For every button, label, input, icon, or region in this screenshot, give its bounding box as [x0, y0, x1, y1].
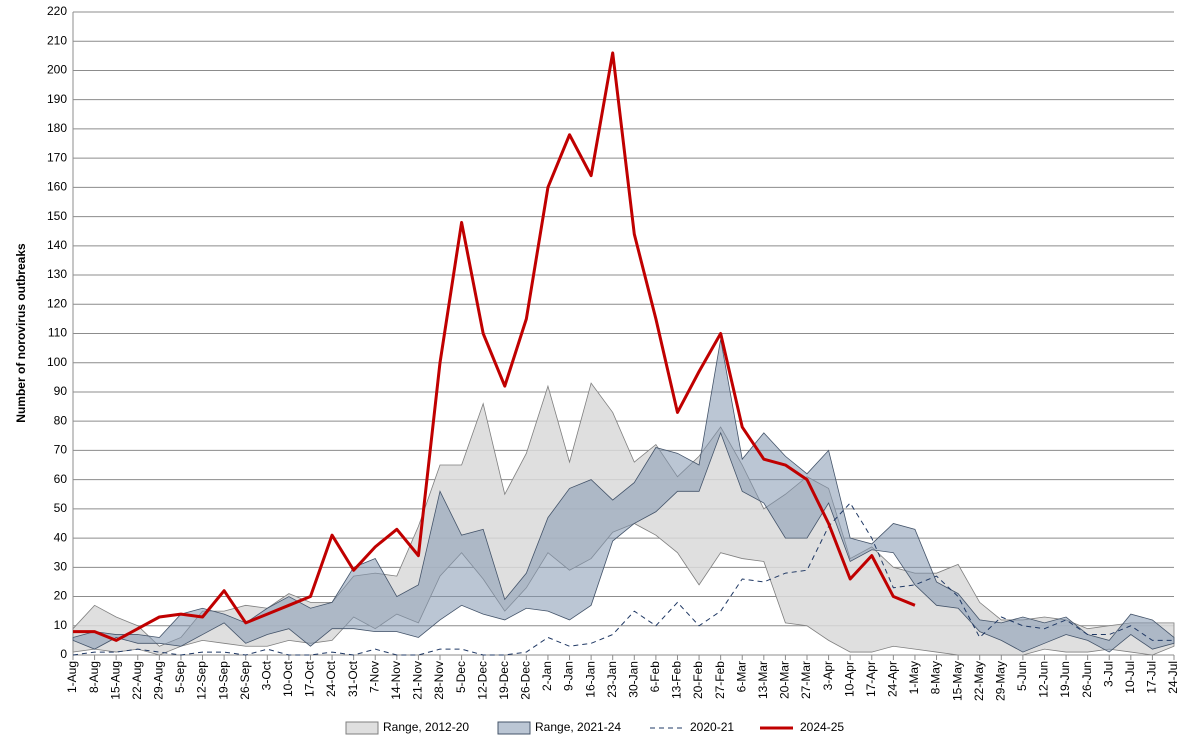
- y-tick-label: 170: [47, 150, 67, 164]
- y-tick-label: 120: [47, 296, 67, 310]
- y-tick-label: 110: [48, 326, 67, 340]
- x-tick-label: 3-Apr: [821, 661, 835, 690]
- y-tick-label: 60: [54, 472, 68, 486]
- x-tick-label: 22-Aug: [130, 661, 144, 700]
- x-tick-label: 21-Nov: [411, 661, 425, 700]
- legend-label: Range, 2012-20: [383, 720, 469, 734]
- x-tick-label: 8-Aug: [87, 661, 101, 693]
- x-tick-label: 26-Sep: [238, 661, 252, 700]
- y-tick-label: 30: [54, 559, 68, 573]
- legend-label: 2020-21: [690, 720, 734, 734]
- y-tick-label: 150: [47, 209, 67, 223]
- x-tick-label: 3-Oct: [259, 660, 273, 690]
- y-tick-label: 10: [54, 618, 68, 632]
- x-tick-label: 23-Jan: [605, 661, 619, 698]
- x-tick-label: 6-Mar: [734, 661, 748, 692]
- x-tick-label: 19-Sep: [216, 661, 230, 700]
- x-tick-label: 10-Jul: [1123, 661, 1137, 694]
- x-tick-label: 26-Dec: [519, 661, 533, 700]
- y-tick-label: 0: [60, 647, 67, 661]
- series-line: [72, 502, 1174, 656]
- y-tick-label: 190: [47, 92, 67, 106]
- x-tick-label: 19-Jun: [1058, 661, 1072, 698]
- x-tick-label: 17-Jul: [1145, 661, 1159, 694]
- x-tick-label: 5-Sep: [173, 661, 187, 693]
- x-tick-label: 8-May: [929, 661, 943, 694]
- x-tick-label: 27-Feb: [713, 661, 727, 699]
- y-tick-label: 50: [54, 501, 68, 515]
- y-tick-label: 70: [54, 443, 68, 457]
- x-tick-label: 10-Oct: [281, 660, 295, 697]
- x-tick-label: 31-Oct: [346, 660, 360, 697]
- y-tick-label: 160: [47, 180, 67, 194]
- series-line: [73, 51, 916, 642]
- x-tick-label: 13-Mar: [756, 661, 770, 699]
- y-tick-label: 220: [47, 4, 67, 18]
- y-tick-label: 140: [47, 238, 67, 252]
- x-tick-label: 28-Nov: [432, 661, 446, 700]
- x-tick-label: 27-Mar: [799, 661, 813, 699]
- x-tick-label: 30-Jan: [626, 661, 640, 698]
- y-tick-label: 40: [54, 530, 68, 544]
- x-tick-label: 24-Apr: [886, 661, 900, 697]
- legend-label: 2024-25: [800, 720, 844, 734]
- x-tick-label: 17-Oct: [303, 660, 317, 697]
- x-tick-label: 13-Feb: [670, 661, 684, 699]
- range-area: [72, 339, 1175, 653]
- x-tick-label: 29-Aug: [152, 661, 166, 700]
- x-tick-label: 12-Sep: [195, 661, 209, 700]
- y-tick-label: 80: [54, 413, 68, 427]
- x-tick-label: 7-Nov: [367, 661, 381, 693]
- x-tick-label: 24-Oct: [324, 660, 338, 697]
- x-tick-label: 20-Mar: [778, 661, 792, 699]
- x-tick-label: 1-Aug: [65, 661, 79, 693]
- x-tick-label: 12-Jun: [1037, 661, 1051, 698]
- y-tick-label: 210: [47, 33, 67, 47]
- x-tick-label: 3-Jul: [1101, 661, 1115, 687]
- y-tick-label: 180: [47, 121, 67, 135]
- x-tick-label: 19-Dec: [497, 661, 511, 700]
- x-tick-label: 14-Nov: [389, 661, 403, 700]
- y-tick-label: 100: [47, 355, 67, 369]
- legend-swatch: [497, 721, 531, 735]
- y-tick-label: 90: [54, 384, 68, 398]
- x-tick-label: 15-Aug: [108, 661, 122, 700]
- x-tick-label: 6-Feb: [648, 661, 662, 693]
- x-tick-label: 5-Jun: [1015, 661, 1029, 691]
- y-tick-label: 20: [54, 589, 68, 603]
- x-tick-label: 29-May: [993, 661, 1007, 701]
- x-tick-label: 1-May: [907, 661, 921, 694]
- x-tick-label: 5-Dec: [454, 661, 468, 693]
- legend-swatch: [345, 721, 379, 735]
- x-tick-label: 22-May: [972, 661, 986, 701]
- y-axis-label: Number of norovirus outbreaks: [14, 243, 28, 423]
- x-tick-label: 9-Jan: [562, 661, 576, 691]
- x-tick-label: 10-Apr: [842, 661, 856, 697]
- x-tick-label: 16-Jan: [583, 661, 597, 698]
- x-tick-label: 15-May: [950, 661, 964, 701]
- x-tick-label: 2-Jan: [540, 661, 554, 691]
- y-tick-label: 200: [47, 63, 67, 77]
- x-tick-label: 24-Jul: [1166, 661, 1180, 694]
- legend-label: Range, 2021-24: [535, 720, 621, 734]
- y-tick-label: 130: [47, 267, 67, 281]
- x-tick-label: 26-Jun: [1080, 661, 1094, 698]
- x-tick-label: 17-Apr: [864, 661, 878, 697]
- x-tick-label: 12-Dec: [475, 661, 489, 700]
- x-tick-label: 20-Feb: [691, 661, 705, 699]
